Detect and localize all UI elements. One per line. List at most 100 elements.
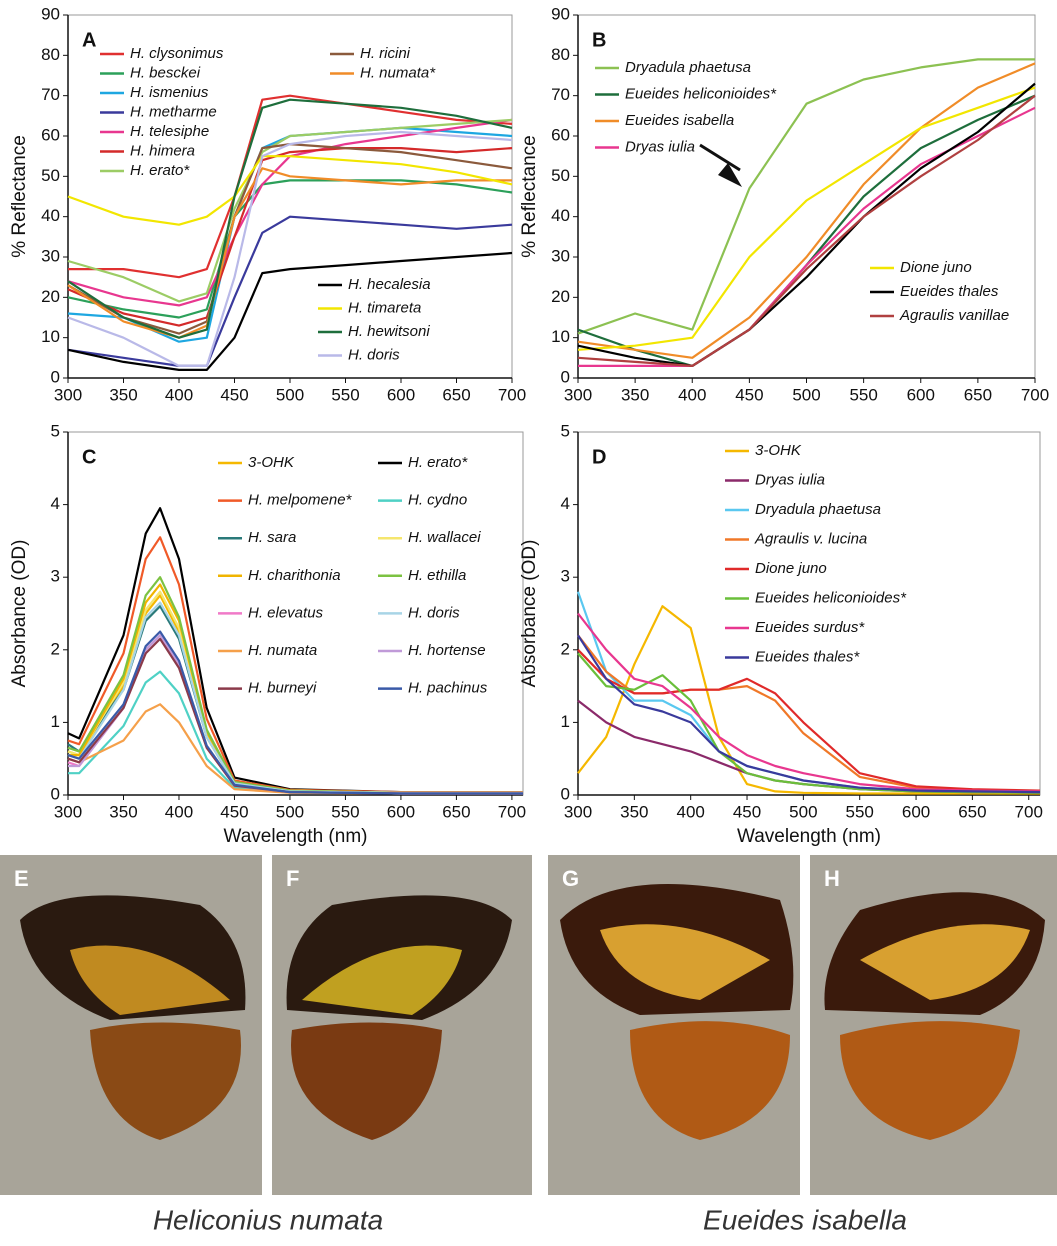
y-tick-label: 20 bbox=[551, 287, 570, 306]
legend-label: Dryadula phaetusa bbox=[755, 501, 881, 518]
x-tick-label: 350 bbox=[620, 802, 648, 821]
caption: Heliconius numata bbox=[153, 1204, 383, 1235]
y-tick-label: 0 bbox=[561, 784, 570, 803]
legend-label: 3-OHK bbox=[248, 454, 295, 471]
y-axis-title: Absorbance (OD) bbox=[519, 540, 540, 688]
legend-label: Dione juno bbox=[755, 560, 827, 577]
panel-label: D bbox=[592, 446, 606, 468]
wing-pattern bbox=[600, 924, 770, 1000]
y-axis-title: Absorbance (OD) bbox=[9, 540, 30, 688]
legend-label: Eueides thales* bbox=[755, 648, 860, 665]
series-line bbox=[577, 699, 1041, 794]
series-line bbox=[67, 143, 513, 335]
x-tick-label: 450 bbox=[220, 385, 248, 404]
y-tick-label: 40 bbox=[41, 206, 60, 225]
caption: Eueides isabella bbox=[703, 1204, 907, 1235]
x-tick-label: 450 bbox=[220, 802, 248, 821]
panel-label: B bbox=[592, 29, 606, 51]
legend-label: H. cydno bbox=[408, 492, 467, 509]
series-line bbox=[67, 130, 513, 367]
series-line bbox=[67, 630, 523, 795]
series-line bbox=[577, 605, 1040, 795]
y-tick-label: 90 bbox=[41, 4, 60, 23]
y-tick-label: 60 bbox=[41, 125, 60, 144]
x-tick-label: 300 bbox=[564, 385, 592, 404]
x-tick-label: 600 bbox=[387, 385, 415, 404]
x-tick-label: 550 bbox=[331, 385, 359, 404]
x-tick-label: 500 bbox=[276, 385, 304, 404]
series-line bbox=[577, 649, 1041, 792]
y-axis-title: % Reflectance bbox=[519, 135, 540, 258]
x-tick-label: 700 bbox=[498, 385, 526, 404]
x-tick-label: 650 bbox=[442, 802, 470, 821]
x-tick-label: 700 bbox=[1021, 385, 1049, 404]
legend-label: Agraulis v. lucina bbox=[754, 530, 867, 547]
legend-label: Eueides surdus* bbox=[755, 619, 865, 636]
x-axis-title: Wavelength (nm) bbox=[224, 826, 368, 847]
legend-label: H. hecalesia bbox=[348, 276, 431, 293]
legend-label: H. numata bbox=[248, 642, 317, 659]
wing-pattern bbox=[302, 945, 462, 1015]
series-line bbox=[67, 703, 523, 795]
legend-label: H. wallacei bbox=[408, 529, 481, 546]
legend-label: Dione juno bbox=[900, 259, 972, 276]
wing-pattern bbox=[860, 924, 1030, 1000]
y-tick-label: 10 bbox=[551, 327, 570, 346]
arrow-head bbox=[718, 163, 742, 187]
x-tick-label: 650 bbox=[964, 385, 992, 404]
x-tick-label: 600 bbox=[387, 802, 415, 821]
y-tick-label: 2 bbox=[51, 639, 60, 658]
y-tick-label: 0 bbox=[51, 784, 60, 803]
legend-label: H. clysonimus bbox=[130, 45, 224, 62]
y-tick-label: 40 bbox=[551, 206, 570, 225]
x-tick-label: 450 bbox=[735, 385, 763, 404]
legend-label: H. erato* bbox=[408, 454, 468, 471]
x-tick-label: 500 bbox=[789, 802, 817, 821]
legend-label: H. hortense bbox=[408, 642, 486, 659]
legend-label: Dryas iulia bbox=[625, 138, 695, 155]
panel-label: C bbox=[82, 446, 96, 468]
legend-label: H. telesiphe bbox=[130, 123, 209, 140]
y-tick-label: 80 bbox=[41, 45, 60, 64]
photo-label: H bbox=[824, 866, 840, 891]
hindwing bbox=[840, 1021, 1020, 1140]
hindwing bbox=[90, 1022, 241, 1140]
x-tick-label: 550 bbox=[849, 385, 877, 404]
series-line bbox=[67, 215, 513, 367]
y-tick-label: 3 bbox=[51, 567, 60, 586]
series-line bbox=[67, 179, 513, 319]
x-tick-label: 550 bbox=[331, 802, 359, 821]
legend-label: Eueides heliconioides* bbox=[755, 589, 907, 606]
series-line bbox=[67, 634, 523, 795]
legend-label: Eueides isabella bbox=[625, 112, 734, 129]
y-tick-label: 5 bbox=[561, 421, 570, 440]
y-tick-label: 30 bbox=[41, 246, 60, 265]
y-tick-label: 70 bbox=[551, 85, 570, 104]
photo-label: F bbox=[286, 866, 299, 891]
y-tick-label: 3 bbox=[561, 567, 570, 586]
x-tick-label: 350 bbox=[109, 802, 137, 821]
hindwing bbox=[630, 1021, 790, 1140]
x-tick-label: 650 bbox=[958, 802, 986, 821]
legend-label: H. doris bbox=[408, 604, 460, 621]
series-line bbox=[577, 62, 1036, 359]
x-tick-label: 500 bbox=[276, 802, 304, 821]
series-line bbox=[577, 82, 1036, 367]
x-tick-label: 700 bbox=[1015, 802, 1043, 821]
legend-label: H. doris bbox=[348, 346, 400, 363]
series-line bbox=[577, 86, 1036, 351]
legend-label: H. elevatus bbox=[248, 604, 324, 621]
y-tick-label: 10 bbox=[41, 327, 60, 346]
y-tick-label: 4 bbox=[561, 494, 570, 513]
legend-label: Eueides thales bbox=[900, 283, 999, 300]
x-tick-label: 300 bbox=[54, 385, 82, 404]
series-line bbox=[577, 94, 1036, 367]
legend-label: Eueides heliconioides* bbox=[625, 85, 777, 102]
photo-panels: E F G H Heliconius numata Eueides isabel… bbox=[0, 855, 1057, 1235]
series-line bbox=[577, 58, 1035, 335]
legend-label: H. ricini bbox=[360, 45, 411, 62]
legend-label: Agraulis vanillae bbox=[899, 307, 1009, 324]
legend-label: 3-OHK bbox=[755, 442, 802, 459]
x-tick-label: 600 bbox=[902, 802, 930, 821]
